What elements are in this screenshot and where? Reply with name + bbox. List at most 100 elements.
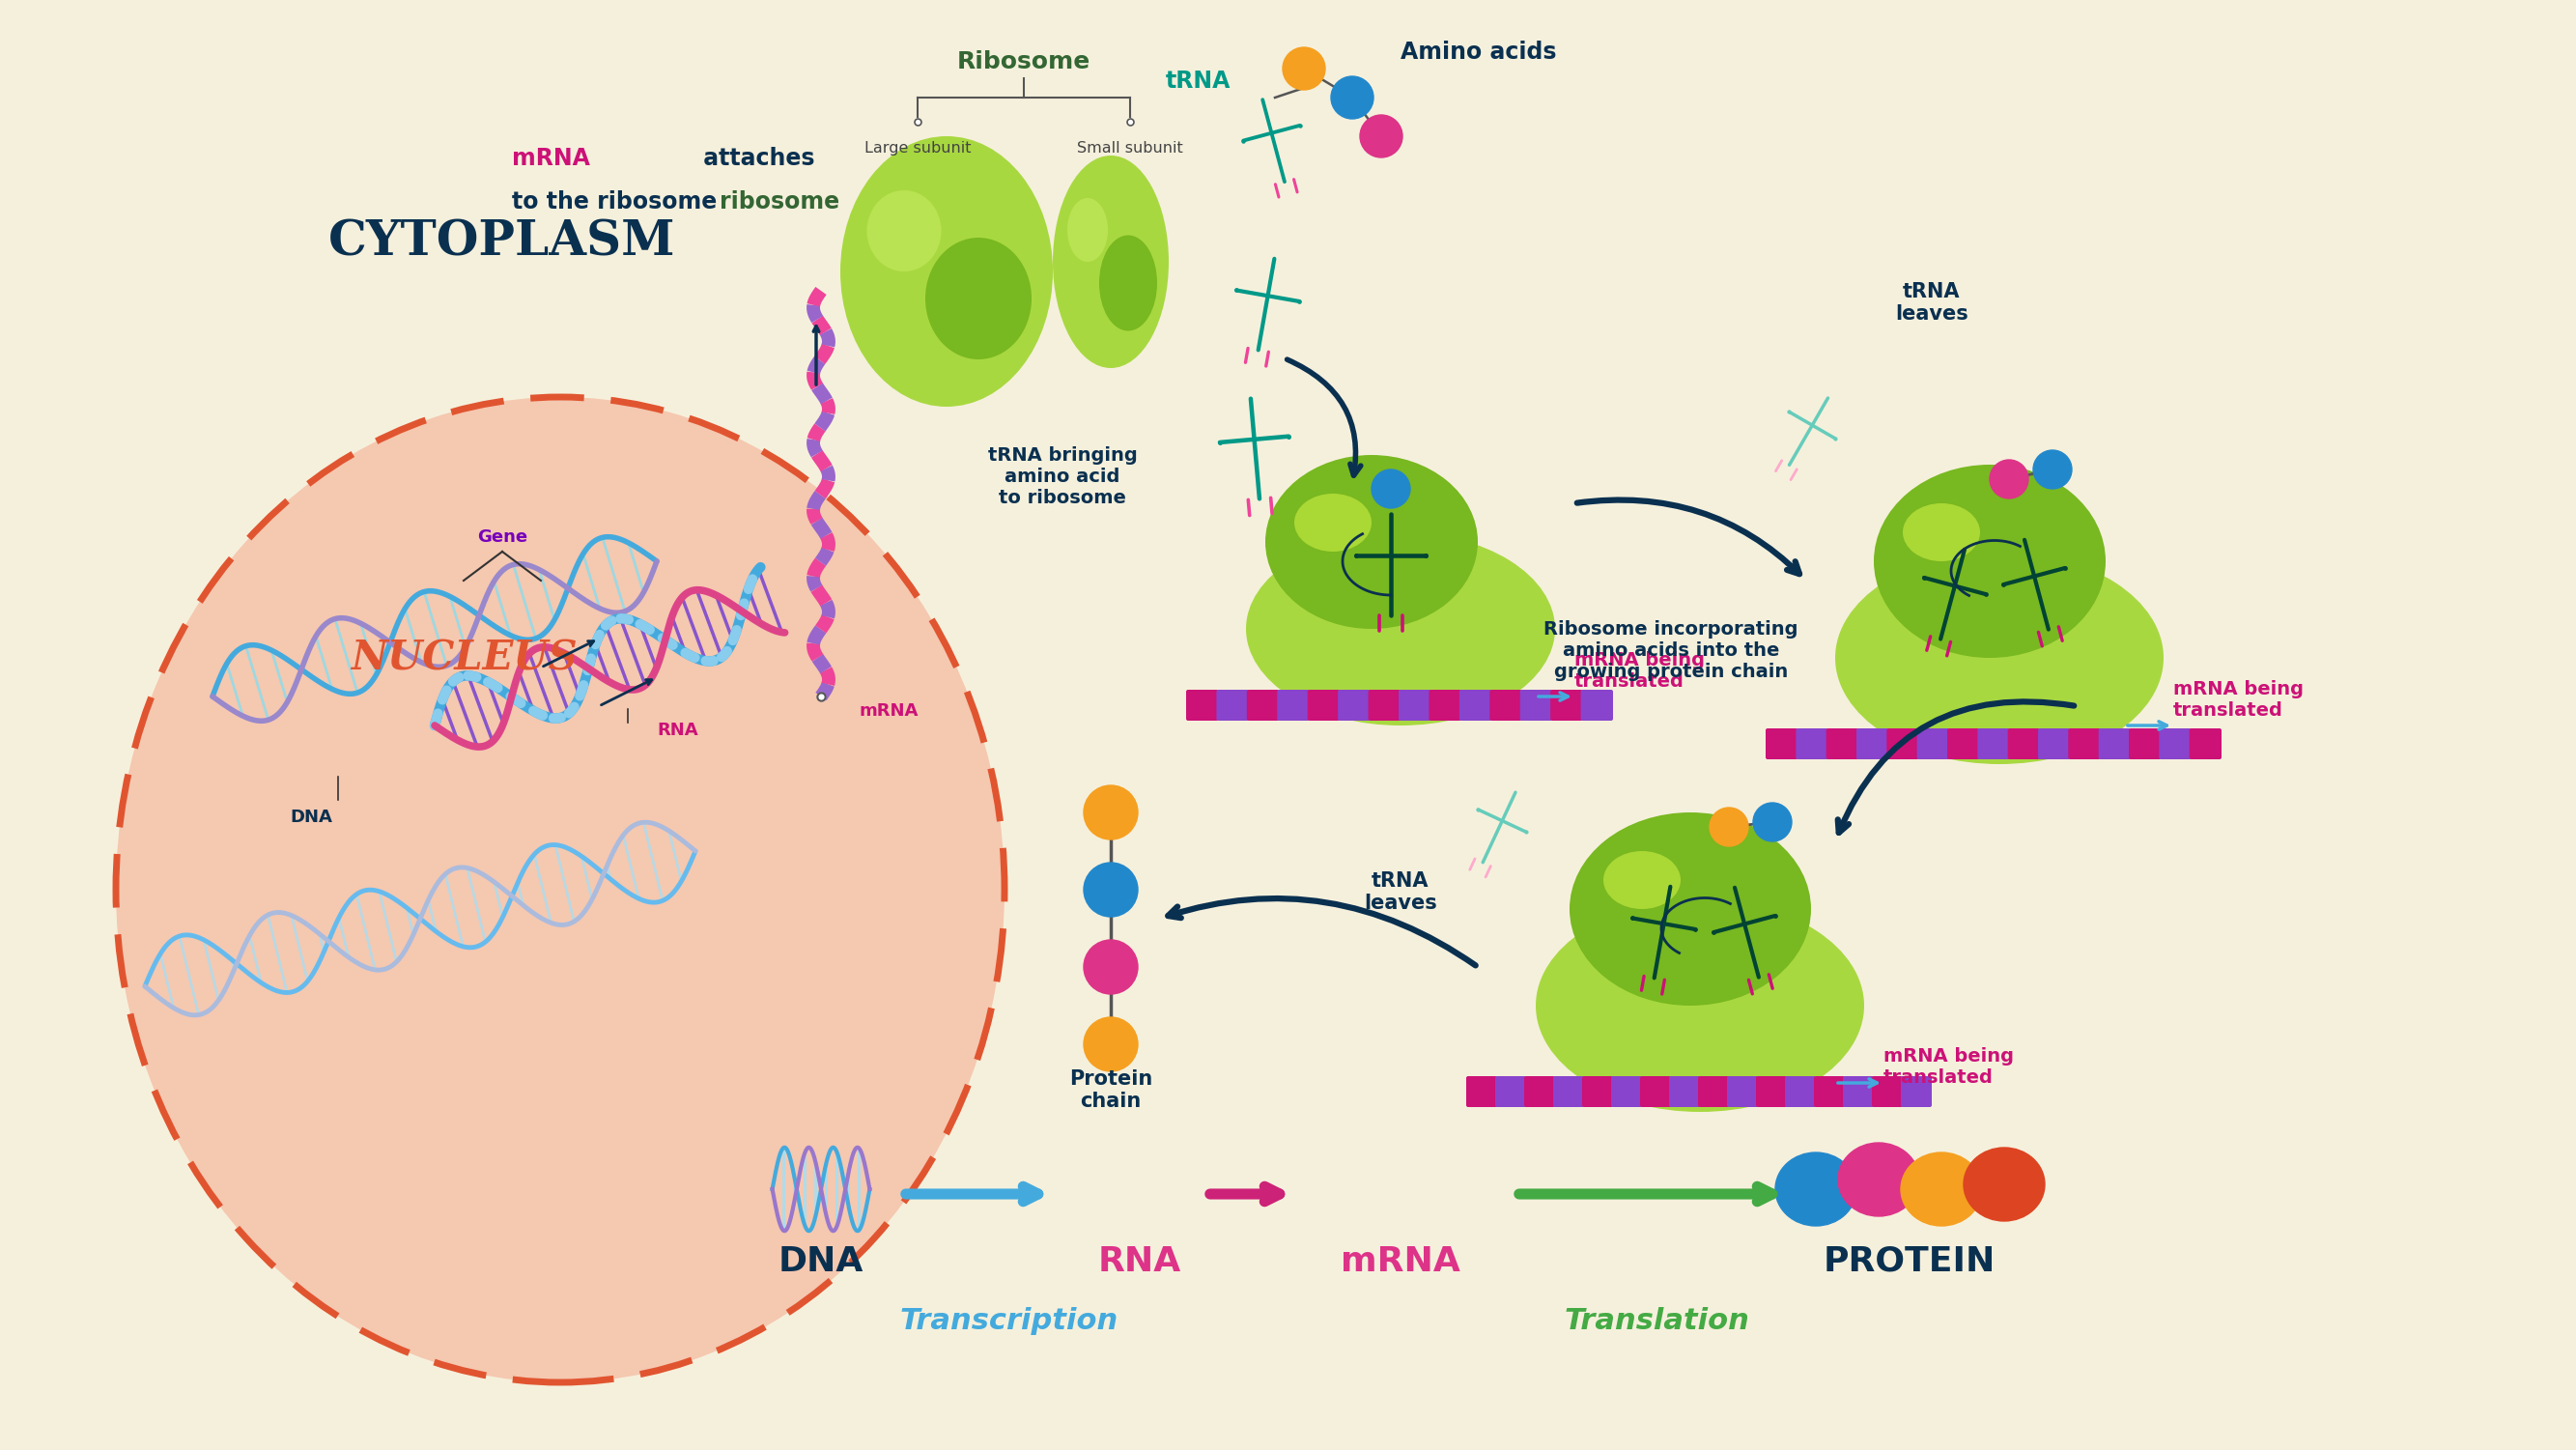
Ellipse shape xyxy=(116,397,1005,1382)
FancyBboxPatch shape xyxy=(1886,728,1919,760)
Text: mRNA being
translated: mRNA being translated xyxy=(1574,651,1705,690)
Text: mRNA being
translated: mRNA being translated xyxy=(2174,680,2303,719)
Text: Ribosome incorporating
amino acids into the
growing protein chain: Ribosome incorporating amino acids into … xyxy=(1543,621,1798,682)
Ellipse shape xyxy=(1054,155,1170,368)
Text: Protein
chain: Protein chain xyxy=(1069,1069,1151,1111)
Circle shape xyxy=(1754,803,1793,841)
Ellipse shape xyxy=(1293,493,1370,551)
FancyBboxPatch shape xyxy=(1278,690,1309,721)
FancyBboxPatch shape xyxy=(1795,728,1829,760)
Text: attaches: attaches xyxy=(696,146,814,170)
FancyBboxPatch shape xyxy=(2038,728,2071,760)
Circle shape xyxy=(1084,786,1139,840)
Ellipse shape xyxy=(868,190,940,271)
Text: mRNA: mRNA xyxy=(860,702,920,719)
Ellipse shape xyxy=(1265,455,1479,629)
FancyBboxPatch shape xyxy=(2099,728,2130,760)
FancyBboxPatch shape xyxy=(1698,1076,1728,1106)
Ellipse shape xyxy=(925,238,1030,360)
FancyBboxPatch shape xyxy=(1337,690,1370,721)
FancyBboxPatch shape xyxy=(1399,690,1430,721)
Ellipse shape xyxy=(1100,235,1157,331)
FancyBboxPatch shape xyxy=(1947,728,1978,760)
FancyBboxPatch shape xyxy=(1842,1076,1873,1106)
FancyBboxPatch shape xyxy=(1247,690,1280,721)
Ellipse shape xyxy=(840,136,1054,406)
Text: tRNA
leaves: tRNA leaves xyxy=(1363,871,1437,914)
Text: mRNA: mRNA xyxy=(513,146,590,170)
FancyBboxPatch shape xyxy=(2190,728,2221,760)
Ellipse shape xyxy=(1901,1153,1981,1225)
FancyBboxPatch shape xyxy=(1525,1076,1556,1106)
Text: tRNA: tRNA xyxy=(1164,70,1231,93)
Text: PROTEIN: PROTEIN xyxy=(1824,1246,1996,1277)
Text: to the ribosome: to the ribosome xyxy=(513,190,716,213)
FancyBboxPatch shape xyxy=(1669,1076,1700,1106)
Ellipse shape xyxy=(1535,899,1865,1112)
FancyBboxPatch shape xyxy=(1216,690,1249,721)
Text: RNA: RNA xyxy=(657,722,698,740)
FancyBboxPatch shape xyxy=(1873,1076,1904,1106)
Ellipse shape xyxy=(1775,1153,1857,1225)
Ellipse shape xyxy=(1834,551,2164,764)
FancyBboxPatch shape xyxy=(1785,1076,1816,1106)
FancyBboxPatch shape xyxy=(1551,690,1582,721)
Ellipse shape xyxy=(1963,1147,2045,1221)
Ellipse shape xyxy=(1602,851,1680,909)
FancyBboxPatch shape xyxy=(1901,1076,1932,1106)
Ellipse shape xyxy=(1904,503,1981,561)
Text: mRNA being
translated: mRNA being translated xyxy=(1883,1047,2014,1088)
FancyBboxPatch shape xyxy=(2128,728,2161,760)
FancyBboxPatch shape xyxy=(1917,728,1950,760)
Ellipse shape xyxy=(1873,464,2105,658)
Circle shape xyxy=(1283,48,1324,90)
FancyBboxPatch shape xyxy=(1309,690,1340,721)
FancyBboxPatch shape xyxy=(1814,1076,1844,1106)
Circle shape xyxy=(1360,115,1401,158)
FancyBboxPatch shape xyxy=(1641,1076,1672,1106)
FancyBboxPatch shape xyxy=(1185,690,1218,721)
Circle shape xyxy=(2032,450,2071,489)
FancyBboxPatch shape xyxy=(1368,690,1401,721)
FancyBboxPatch shape xyxy=(2069,728,2099,760)
FancyBboxPatch shape xyxy=(1520,690,1553,721)
Text: Ribosome: Ribosome xyxy=(958,51,1090,74)
Text: Gene: Gene xyxy=(477,528,528,545)
Circle shape xyxy=(1332,77,1373,119)
FancyBboxPatch shape xyxy=(1765,728,1798,760)
Circle shape xyxy=(1710,808,1749,847)
Text: RNA: RNA xyxy=(1097,1246,1182,1277)
FancyBboxPatch shape xyxy=(1726,1076,1757,1106)
FancyBboxPatch shape xyxy=(1466,1076,1497,1106)
FancyBboxPatch shape xyxy=(1489,690,1522,721)
Text: CYTOPLASM: CYTOPLASM xyxy=(330,219,675,267)
Text: mRNA: mRNA xyxy=(1340,1246,1461,1277)
Text: tRNA bringing
amino acid
to ribosome: tRNA bringing amino acid to ribosome xyxy=(987,447,1136,507)
Text: Amino acids: Amino acids xyxy=(1401,41,1556,64)
FancyBboxPatch shape xyxy=(1430,690,1461,721)
Ellipse shape xyxy=(1569,812,1811,1006)
Text: Small subunit: Small subunit xyxy=(1077,141,1182,155)
Text: Large subunit: Large subunit xyxy=(863,141,971,155)
Text: ribosome: ribosome xyxy=(719,190,840,213)
Text: Translation: Translation xyxy=(1564,1306,1749,1335)
FancyBboxPatch shape xyxy=(1978,728,2009,760)
FancyBboxPatch shape xyxy=(2007,728,2040,760)
Text: tRNA
leaves: tRNA leaves xyxy=(1896,281,1968,323)
Ellipse shape xyxy=(1066,199,1108,262)
FancyBboxPatch shape xyxy=(1582,690,1613,721)
Circle shape xyxy=(1084,1018,1139,1072)
FancyBboxPatch shape xyxy=(1494,1076,1525,1106)
FancyBboxPatch shape xyxy=(1826,728,1857,760)
FancyBboxPatch shape xyxy=(1461,690,1492,721)
Circle shape xyxy=(1084,863,1139,916)
FancyBboxPatch shape xyxy=(1610,1076,1641,1106)
FancyBboxPatch shape xyxy=(2159,728,2192,760)
Text: DNA: DNA xyxy=(778,1246,863,1277)
FancyBboxPatch shape xyxy=(1857,728,1888,760)
Text: DNA: DNA xyxy=(289,809,332,826)
Text: Transcription: Transcription xyxy=(899,1306,1118,1335)
FancyBboxPatch shape xyxy=(1553,1076,1584,1106)
Ellipse shape xyxy=(1247,532,1556,725)
FancyBboxPatch shape xyxy=(1757,1076,1788,1106)
